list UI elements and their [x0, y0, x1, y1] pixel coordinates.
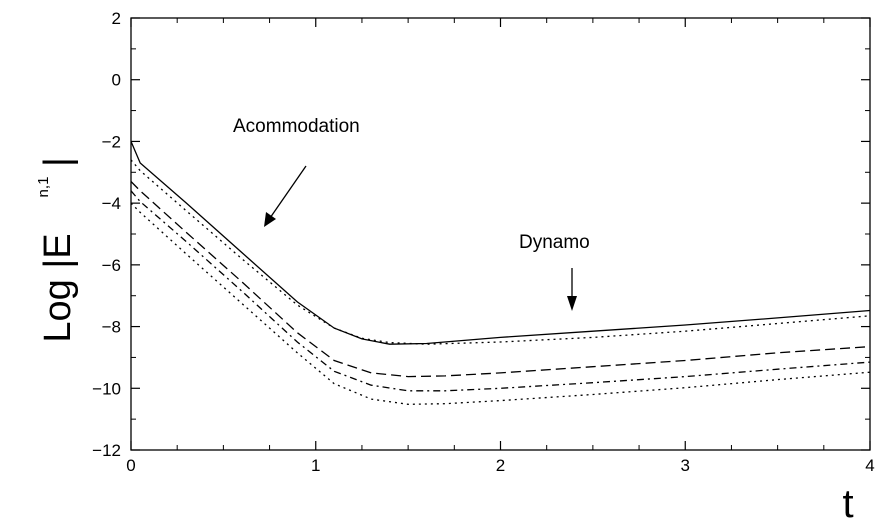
y-axis-title-main: Log |E: [37, 233, 79, 342]
annotation-acommodation-arrow-line: [269, 165, 307, 219]
y-tick-label: −2: [102, 132, 121, 151]
x-axis-title: t: [842, 482, 853, 526]
x-axis-ticks: 0 1 2 3 4: [126, 18, 875, 475]
annotation-acommodation: Acommodation: [233, 116, 360, 137]
annotation-dynamo-arrowhead: [567, 296, 577, 311]
y-tick-label: 2: [112, 9, 121, 28]
series-layer: [130, 141, 871, 405]
y-tick-label: 0: [112, 71, 121, 90]
series-line-4: [130, 190, 871, 392]
annotation-dynamo: Dynamo: [519, 232, 590, 253]
y-tick-label: −6: [102, 256, 121, 275]
series-line-3: [130, 181, 871, 378]
x-tick-label: 4: [865, 456, 874, 475]
series-line-1: [130, 141, 871, 345]
series-line-2: [130, 159, 871, 345]
y-tick-label: −4: [102, 194, 121, 213]
x-tick-label: 0: [126, 456, 135, 475]
series-line-5: [130, 202, 871, 405]
x-tick-label: 2: [496, 456, 505, 475]
y-tick-label: −8: [102, 318, 121, 337]
y-tick-label: −10: [92, 379, 121, 398]
y-axis-ticks: −12 −10 −8 −6 −4 −2 0 2: [92, 9, 870, 460]
y-tick-label: −12: [92, 441, 121, 460]
x-tick-label: 1: [311, 456, 320, 475]
y-axis-title-close: |: [37, 157, 79, 167]
y-axis-title: Log |E n,1 |: [35, 157, 79, 343]
y-axis-title-superscript: n,1: [35, 177, 52, 198]
plot-frame: [130, 17, 871, 451]
x-tick-label: 3: [681, 456, 690, 475]
annotation-acommodation-arrowhead: [264, 212, 276, 227]
